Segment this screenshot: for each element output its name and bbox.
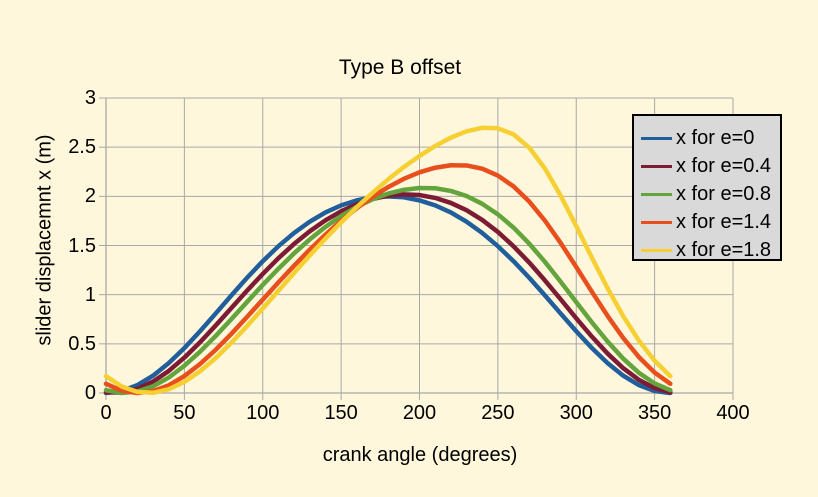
legend-line-swatch xyxy=(641,192,672,196)
legend[interactable]: x for e=0 x for e=0.4 x for e=0.8 x for e=1… xyxy=(632,114,782,261)
legend-label: x for e=0 xyxy=(676,126,755,149)
x-tick-label: 250 xyxy=(481,402,515,424)
legend-item-2[interactable]: x for e=0.8 xyxy=(641,180,780,208)
x-tick-label: 350 xyxy=(637,402,672,424)
y-tick-label: 2 xyxy=(84,185,96,208)
x-axis-title: crank angle (degrees) xyxy=(322,444,518,466)
legend-line-swatch xyxy=(641,136,672,140)
x-tick-label: 0 xyxy=(100,402,112,424)
legend-line-swatch xyxy=(641,164,672,168)
x-tick-label: 150 xyxy=(324,402,358,424)
legend-item-4[interactable]: x for e=1.8 xyxy=(641,236,780,264)
y-tick-label: 0.5 xyxy=(68,332,96,355)
legend-label: x for e=0.8 xyxy=(676,182,772,205)
x-tick-label: 200 xyxy=(402,402,437,424)
legend-label: x for e=0.4 xyxy=(676,154,772,177)
legend-label: x for e=1.4 xyxy=(676,210,772,233)
x-tick-label: 400 xyxy=(716,402,750,424)
legend-line-swatch xyxy=(641,220,672,224)
legend-item-0[interactable]: x for e=0 xyxy=(641,124,780,152)
series-line-2[interactable] xyxy=(103,185,673,396)
y-tick-label: 1.5 xyxy=(68,234,96,257)
y-tick-label: 2.5 xyxy=(68,136,96,159)
y-tick-label: 0 xyxy=(84,382,96,404)
series-line-3[interactable] xyxy=(103,163,673,396)
x-tick-label: 100 xyxy=(246,402,280,424)
legend-item-1[interactable]: x for e=0.4 xyxy=(641,152,780,180)
x-tick-label: 300 xyxy=(559,402,593,424)
y-tick-label: 3 xyxy=(84,87,96,109)
y-tick-label: 1 xyxy=(84,283,96,306)
legend-item-3[interactable]: x for e=1.4 xyxy=(641,208,780,236)
x-tick-label: 50 xyxy=(173,402,196,424)
chart-title: Type B offset xyxy=(338,56,462,79)
legend-line-swatch xyxy=(641,248,672,252)
series-line-4[interactable] xyxy=(103,125,673,396)
legend-label: x for e=1.8 xyxy=(676,238,772,261)
